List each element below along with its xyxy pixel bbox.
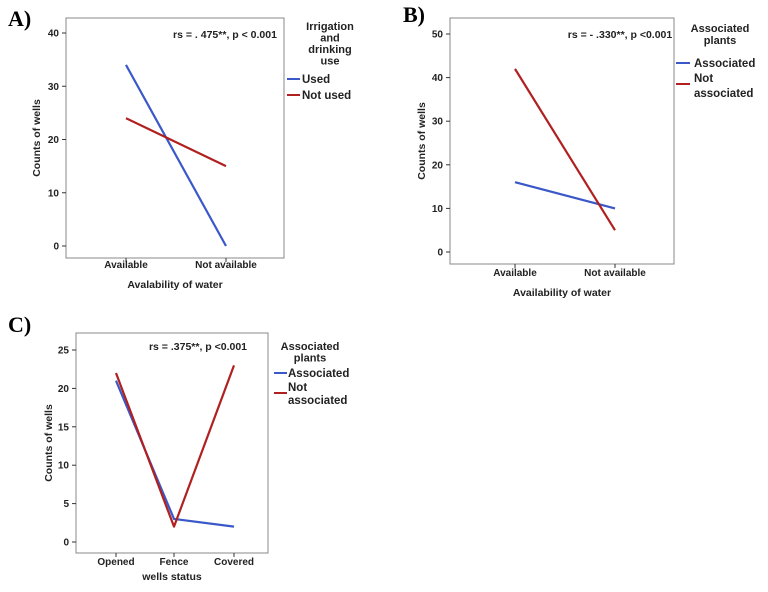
panel-letter: C) — [8, 312, 31, 337]
y-tick-label: 10 — [48, 188, 60, 199]
y-tick-label: 50 — [432, 30, 444, 41]
y-tick-label: 20 — [58, 384, 70, 395]
series-line-used — [125, 64, 227, 247]
legend-label: Not used — [302, 90, 351, 102]
y-tick-label: 0 — [437, 248, 443, 259]
legend-title: plants — [704, 35, 736, 47]
legend-title: and — [320, 33, 340, 45]
plot-frame — [449, 17, 675, 265]
y-tick-label: 20 — [432, 160, 444, 171]
legend-title: Associated — [281, 341, 340, 353]
legend-label: associated — [694, 88, 753, 100]
x-axis-title: wells status — [141, 571, 202, 583]
stats-annotation: rs = .375**, p <0.001 — [149, 341, 247, 353]
legend-label: associated — [288, 395, 347, 407]
y-tick-label: 30 — [432, 117, 444, 128]
x-tick-label: Available — [493, 268, 537, 279]
y-tick-label: 20 — [48, 135, 60, 146]
y-axis-title: Counts of wells — [416, 102, 428, 180]
y-tick-label: 10 — [58, 461, 70, 472]
y-axis-title: Counts of wells — [31, 99, 43, 177]
y-tick-label: 0 — [63, 538, 69, 549]
x-tick-label: Not available — [195, 260, 257, 271]
series-line-not-associated — [114, 364, 236, 528]
x-tick-label: Fence — [160, 557, 189, 568]
x-axis-title: Avalability of water — [127, 279, 222, 291]
x-tick-label: Opened — [97, 557, 134, 568]
legend-label: Associated — [288, 368, 349, 380]
legend-title: Associated — [691, 23, 750, 35]
y-tick-label: 15 — [58, 422, 70, 433]
series-line-not-used — [125, 117, 227, 168]
legend-label: Not — [694, 73, 713, 85]
plot-frame — [75, 332, 269, 554]
stats-annotation: rs = - .330**, p <0.001 — [568, 29, 673, 41]
plot-frame — [65, 17, 285, 259]
legend-title: plants — [294, 353, 326, 365]
y-tick-label: 30 — [48, 82, 60, 93]
legend-title: Irrigation — [306, 21, 354, 33]
stats-annotation: rs = . 475**, p < 0.001 — [173, 29, 277, 41]
chart-panel-c: C) 0 5 10 15 20 25 Opened Fence Covered wells stat… — [8, 312, 349, 583]
legend-title: drinking — [308, 44, 351, 56]
panel-letter: A) — [8, 6, 31, 31]
legend-label: Used — [302, 74, 330, 86]
chart-panel-a: A) 0 10 20 30 40 Available Not available Avalabi… — [8, 6, 354, 291]
legend-title: use — [321, 56, 340, 68]
panel-letter: B) — [403, 2, 425, 27]
legend-label: Not — [288, 382, 307, 394]
x-axis-title: Availability of water — [513, 287, 611, 299]
y-tick-label: 40 — [48, 29, 60, 40]
x-tick-label: Available — [104, 260, 148, 271]
x-tick-label: Not available — [584, 268, 646, 279]
legend-label: Associated — [694, 58, 755, 70]
chart-panel-b: B) 0 10 20 30 40 50 Available Not available Avail… — [403, 2, 755, 299]
y-tick-label: 25 — [58, 346, 70, 357]
x-tick-label: Covered — [214, 557, 254, 568]
y-tick-label: 10 — [432, 204, 444, 215]
y-axis-title: Counts of wells — [43, 404, 55, 482]
series-line-associated — [114, 380, 235, 528]
series-line-not-associated — [514, 68, 616, 231]
y-tick-label: 0 — [53, 242, 59, 253]
y-tick-label: 40 — [432, 73, 444, 84]
y-tick-label: 5 — [63, 499, 69, 510]
